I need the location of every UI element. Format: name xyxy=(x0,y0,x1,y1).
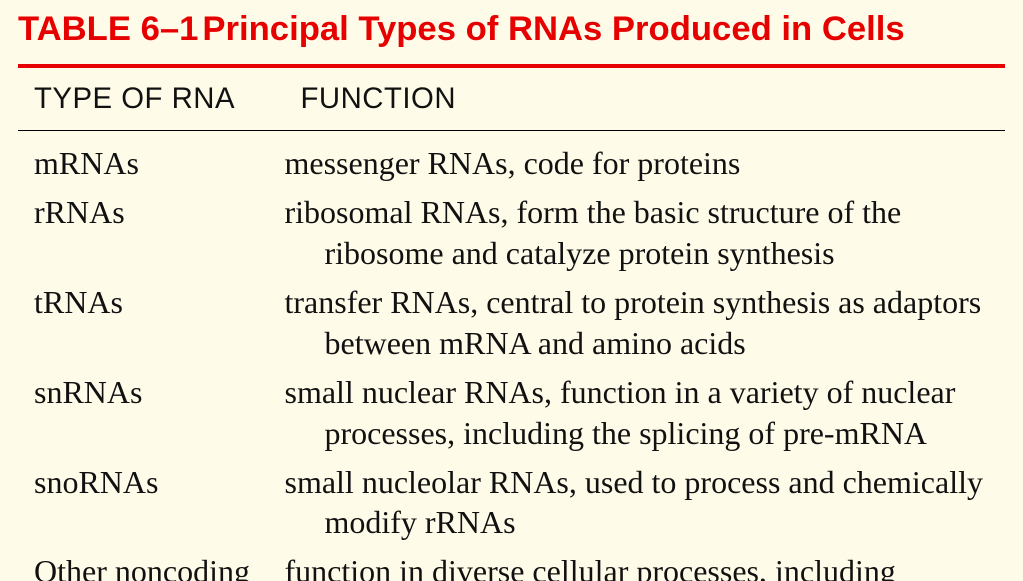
cell-function: transfer RNAs, central to protein synthe… xyxy=(284,278,1005,368)
function-text: transfer RNAs, central to protein synthe… xyxy=(284,282,999,364)
table-row: mRNAsmessenger RNAs, code for proteins xyxy=(18,130,1005,187)
cell-function: small nucleolar RNAs, used to process an… xyxy=(284,458,1005,548)
table-header-row: TYPE OF RNA FUNCTION xyxy=(18,68,1005,131)
type-text: mRNAs xyxy=(34,143,278,184)
cell-type: mRNAs xyxy=(18,130,284,187)
cell-function: messenger RNAs, code for proteins xyxy=(284,130,1005,187)
function-text: small nuclear RNAs, function in a variet… xyxy=(284,372,999,454)
col-header-function: FUNCTION xyxy=(284,68,1005,131)
table-row: Other noncoding RNAsfunction in diverse … xyxy=(18,547,1005,581)
table-panel: TABLE 6–1 Principal Types of RNAs Produc… xyxy=(0,0,1023,581)
cell-type: snRNAs xyxy=(18,368,284,458)
function-text: function in diverse cellular processes, … xyxy=(284,551,999,581)
table-row: snRNAssmall nuclear RNAs, function in a … xyxy=(18,368,1005,458)
table-row: tRNAstransfer RNAs, central to protein s… xyxy=(18,278,1005,368)
cell-function: ribosomal RNAs, form the basic structure… xyxy=(284,188,1005,278)
type-text: snoRNAs xyxy=(34,462,278,503)
function-text: messenger RNAs, code for proteins xyxy=(284,143,999,184)
cell-type: tRNAs xyxy=(18,278,284,368)
cell-function: small nuclear RNAs, function in a variet… xyxy=(284,368,1005,458)
type-text: rRNAs xyxy=(34,192,278,233)
col-header-type: TYPE OF RNA xyxy=(18,68,284,131)
cell-type: rRNAs xyxy=(18,188,284,278)
type-text: Other noncoding RNAs xyxy=(34,551,278,581)
function-text: small nucleolar RNAs, used to process an… xyxy=(284,462,999,544)
cell-type: Other noncoding RNAs xyxy=(18,547,284,581)
table-row: rRNAsribosomal RNAs, form the basic stru… xyxy=(18,188,1005,278)
type-text: snRNAs xyxy=(34,372,278,413)
cell-type: snoRNAs xyxy=(18,458,284,548)
function-text: ribosomal RNAs, form the basic structure… xyxy=(284,192,999,274)
table-title: TABLE 6–1 Principal Types of RNAs Produc… xyxy=(18,10,1005,50)
type-text: tRNAs xyxy=(34,282,278,323)
rna-table: TYPE OF RNA FUNCTION mRNAsmessenger RNAs… xyxy=(18,68,1005,581)
table-row: snoRNAssmall nucleolar RNAs, used to pro… xyxy=(18,458,1005,548)
cell-function: function in diverse cellular processes, … xyxy=(284,547,1005,581)
table-number: TABLE 6–1 xyxy=(18,10,198,48)
table-caption: Principal Types of RNAs Produced in Cell… xyxy=(202,10,904,48)
